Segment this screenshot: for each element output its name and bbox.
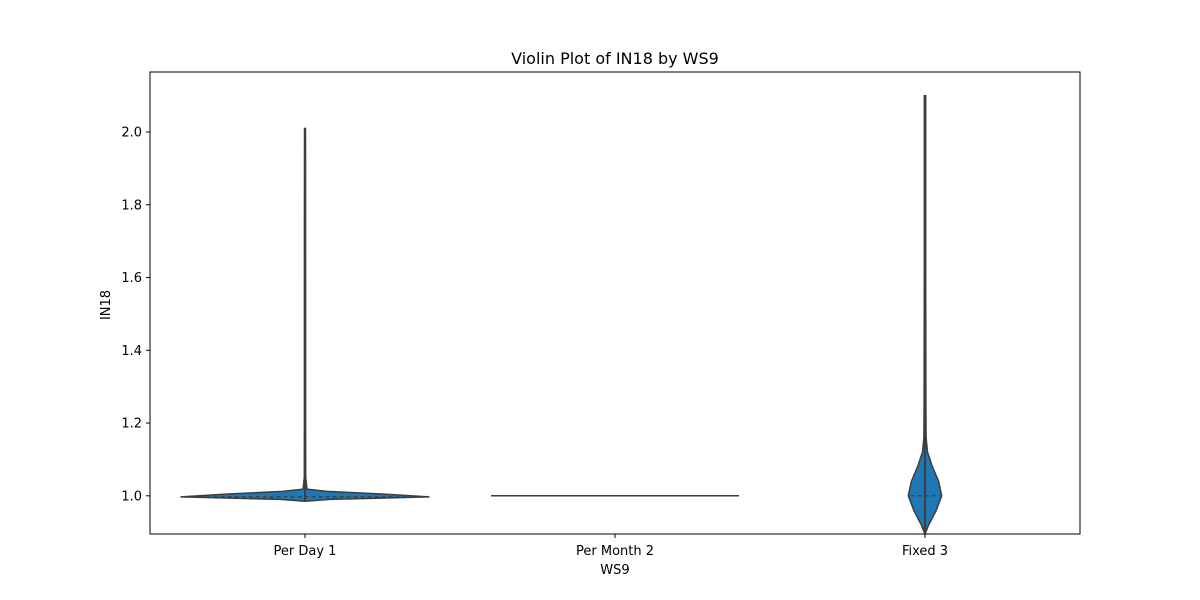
y-tick-label: 1.8: [121, 198, 142, 213]
x-tick-label: Per Day 1: [274, 544, 337, 559]
y-tick-label: 2.0: [121, 126, 142, 141]
x-axis: Per Day 1 Per Month 2 Fixed 3: [274, 534, 948, 559]
y-tick-label: 1.2: [121, 417, 142, 432]
violins-group: [180, 94, 943, 535]
y-axis-label: IN18: [99, 290, 114, 320]
x-axis-label: WS9: [600, 563, 629, 578]
y-tick-label: 1.4: [121, 344, 142, 359]
chart-title: Violin Plot of IN18 by WS9: [511, 49, 719, 68]
plot-area-frame: [149, 71, 1081, 535]
x-tick-label: Per Month 2: [576, 544, 654, 559]
x-tick-label: Fixed 3: [902, 544, 948, 559]
y-tick-label: 1.0: [121, 489, 142, 504]
y-axis: 1.0 1.2 1.4 1.6 1.8 2.0: [121, 126, 150, 504]
y-tick-label: 1.6: [121, 271, 142, 286]
